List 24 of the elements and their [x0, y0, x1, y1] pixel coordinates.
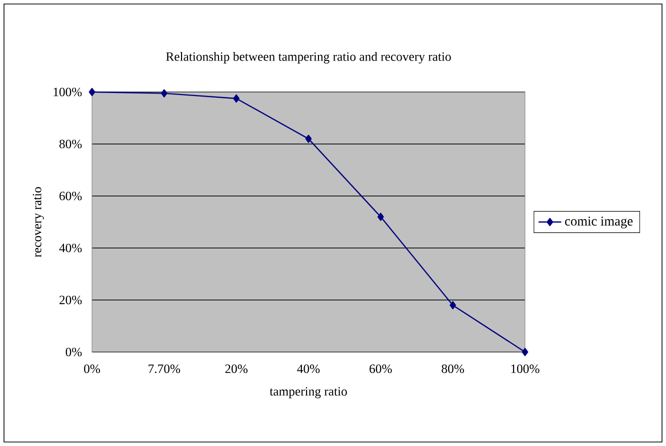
x-tick-label: 0% — [84, 364, 100, 374]
legend-label: comic image — [565, 216, 633, 228]
x-tick-label: 60% — [370, 364, 392, 374]
point — [522, 348, 528, 356]
point — [377, 212, 384, 221]
y-axis-title: recovery ratio — [32, 187, 44, 258]
y-tick-label: 20% — [60, 296, 82, 304]
y-tick-label: 80% — [59, 140, 82, 148]
y-tick-label: 0% — [66, 348, 82, 356]
y-tick-label: 100% — [54, 88, 82, 96]
point — [305, 134, 312, 143]
y-tick-label: 60% — [60, 192, 82, 200]
y-tick-label: 40% — [59, 244, 82, 252]
chart-title: Relationship between tampering ratio and recovery ratio — [166, 52, 451, 64]
x-tick-label: 20% — [225, 364, 248, 374]
x-tick-label: 100% — [511, 364, 540, 374]
x-tick-label: 7.70% — [148, 364, 180, 374]
point — [160, 89, 168, 98]
point — [233, 94, 240, 103]
point — [88, 88, 96, 96]
x-tick-label: 80% — [442, 364, 464, 374]
x-tick-label: 40% — [297, 364, 320, 374]
x-axis-title: tampering ratio — [270, 387, 347, 398]
point — [450, 301, 456, 310]
